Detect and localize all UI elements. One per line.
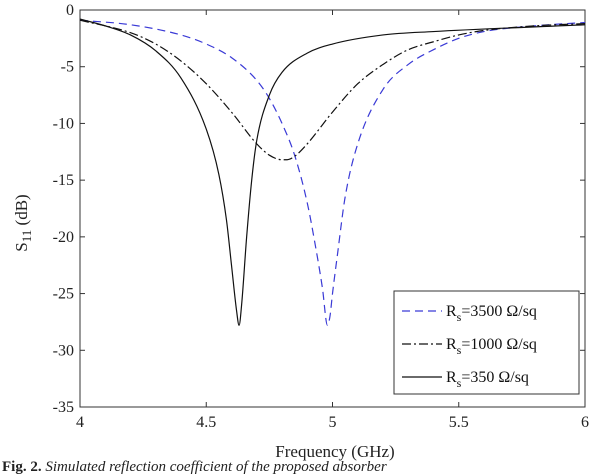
figure-caption-text: Simulated reflection coefficient of the … (45, 460, 387, 474)
y-axis-label: S11 (dB) (12, 194, 34, 251)
legend-label-sub: s (457, 376, 462, 390)
legend-label-sub: s (457, 343, 462, 357)
x-tick-label: 6 (581, 414, 589, 431)
x-tick-label: 5.5 (449, 414, 469, 431)
series-line-3 (79, 18, 586, 326)
y-tick-label: -30 (53, 342, 74, 359)
figure-caption: Fig. 2. Simulated reflection coefficient… (2, 460, 595, 474)
x-axis-label: Frequency (GHz) (275, 442, 394, 461)
y-tick-label: -20 (53, 229, 74, 246)
x-tick-label: 4 (76, 414, 84, 431)
legend-label-rest: =1000 Ω/sq (461, 336, 537, 353)
y-tick-label: -35 (53, 399, 74, 416)
y-axis-label-main: S (12, 242, 31, 251)
legend-label-rest: =3500 Ω/sq (461, 303, 537, 320)
legend-label-2: Rs=1000 Ω/sq (446, 336, 537, 357)
y-tick-label: -25 (53, 286, 74, 303)
series-layer (79, 18, 586, 326)
x-tick-label: 5 (329, 414, 337, 431)
legend-label-1: Rs=3500 Ω/sq (446, 303, 537, 324)
legend-label-main: R (446, 369, 457, 386)
legend-label-rest: =350 Ω/sq (461, 369, 529, 386)
y-tick-label: -5 (61, 59, 74, 76)
y-axis-label-unit: (dB) (12, 194, 31, 229)
y-axis-label-sub: 11 (19, 230, 34, 243)
legend-label-main: R (446, 336, 457, 353)
legend-label-main: R (446, 303, 457, 320)
y-tick-label: -10 (53, 115, 74, 132)
figure-caption-label: Fig. 2. (2, 460, 42, 474)
axes-layer: 4 4.5 5 5.5 6 0 -5 -10 -15 -20 -25 -30 -35 (53, 2, 589, 431)
y-tick-label: 0 (66, 2, 74, 19)
series-line-2 (79, 19, 586, 161)
legend-label-sub: s (457, 310, 462, 324)
x-tick-label: 4.5 (196, 414, 216, 431)
legend-label-3: Rs=350 Ω/sq (446, 369, 529, 390)
y-tick-label: -15 (53, 172, 74, 189)
series-line-1 (79, 19, 586, 326)
